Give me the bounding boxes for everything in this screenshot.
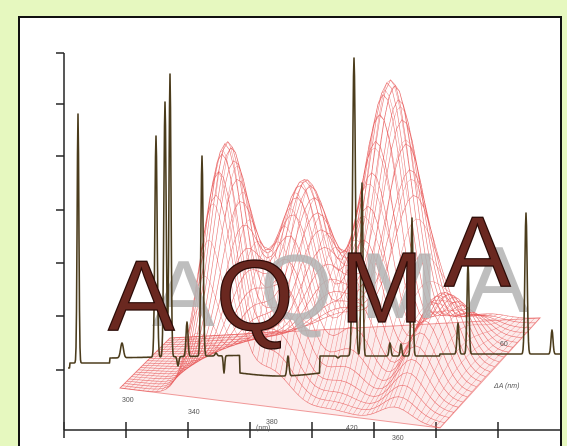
logo-letter-q: Q — [216, 240, 294, 352]
logo-letters: A Q M A — [107, 195, 511, 352]
surface-x-tick-1: 300 — [122, 397, 134, 404]
surface-mesh-line — [289, 233, 365, 385]
surface-mesh-line — [285, 215, 361, 380]
surface-mesh-line — [170, 335, 228, 386]
surface-mesh-line — [248, 242, 318, 342]
surface-mesh-line — [266, 182, 339, 366]
surface-x-tick-2: 340 — [188, 409, 200, 416]
chromatogram-trace — [67, 57, 560, 377]
surface-mesh-line — [371, 309, 460, 414]
surface-mesh-line — [230, 192, 297, 331]
surface-mesh-line — [426, 318, 524, 424]
surface-mesh-line — [394, 292, 487, 407]
surface-axis-labels: 300 340 380 420 360 (nm) 60 ΔA (nm) — [122, 341, 519, 442]
surface-mesh-line — [161, 335, 217, 391]
shadow-letter-m: M — [360, 233, 438, 338]
surface-mesh-line — [326, 90, 408, 408]
surface-mesh-line — [207, 172, 271, 338]
surface-mesh-line — [307, 216, 386, 402]
surface-mesh-line — [157, 336, 213, 392]
surface-mesh-line — [330, 80, 413, 409]
shadow-letter-a-2: A — [466, 227, 529, 332]
surface-mesh-line — [152, 336, 207, 392]
surface-mesh-line — [271, 180, 345, 369]
surface-mesh-line — [358, 254, 445, 415]
surface-mesh-line — [175, 335, 234, 380]
surface-mesh-line — [216, 142, 281, 337]
surface-mesh-line — [143, 337, 197, 391]
bottom-axis — [63, 422, 560, 438]
surface-mesh-line — [317, 148, 398, 406]
surface-mesh-line — [184, 333, 244, 353]
surface-x-tick-5: 360 — [392, 435, 404, 442]
surface-mesh-line — [189, 308, 250, 346]
surface-mesh-line — [147, 336, 201, 391]
surface-mesh-line — [202, 204, 265, 340]
logo-letter-a-2: A — [444, 196, 511, 308]
surface-mesh-line — [275, 185, 349, 371]
surface-mesh-line — [243, 249, 312, 324]
surface-mesh-line — [134, 337, 186, 390]
surface-mesh-line — [408, 313, 503, 413]
surface-x-tick-3: 380 — [266, 419, 278, 426]
surface-mesh-line — [125, 338, 176, 389]
surface-mesh-line — [253, 226, 324, 353]
surface-mesh-line — [280, 198, 355, 375]
surface-mesh-line — [303, 240, 382, 399]
surface-mesh-line — [198, 240, 260, 342]
surface-mesh-line — [221, 147, 287, 335]
surface-mesh-line — [294, 247, 371, 390]
spectral-surface-mesh — [118, 80, 542, 429]
surface-mesh-line — [431, 318, 530, 426]
logo-panel: 300 340 380 420 360 (nm) 60 ΔA (nm) A Q … — [18, 16, 562, 446]
surface-mesh-line — [344, 140, 429, 412]
shadow-letter-q: Q — [260, 235, 333, 340]
surface-mesh-line — [413, 316, 509, 416]
aqma-logo-graphic: 300 340 380 420 360 (nm) 60 ΔA (nm) A Q … — [56, 52, 560, 442]
surface-mesh-line — [353, 219, 439, 414]
logo-letter-a-1: A — [108, 240, 175, 352]
surface-x-label: (nm) — [256, 425, 270, 432]
logo-letter-m: M — [340, 232, 423, 344]
surface-mesh-line — [225, 166, 291, 334]
surface-mesh-line — [435, 318, 534, 427]
surface-mesh-line — [403, 302, 497, 410]
left-axis — [56, 52, 65, 430]
surface-mesh-line — [262, 193, 334, 364]
surface-mesh-line — [339, 107, 423, 411]
surface-mesh-line — [138, 337, 191, 390]
surface-x-tick-4: 420 — [346, 425, 358, 432]
surface-mesh-line — [367, 300, 456, 415]
surface-mesh-line — [349, 179, 435, 413]
surface-mesh-line — [335, 86, 419, 410]
surface-mesh-line — [362, 281, 450, 415]
surface-y-tick-1: 60 — [500, 341, 508, 348]
surface-y-label: ΔA (nm) — [493, 383, 519, 390]
